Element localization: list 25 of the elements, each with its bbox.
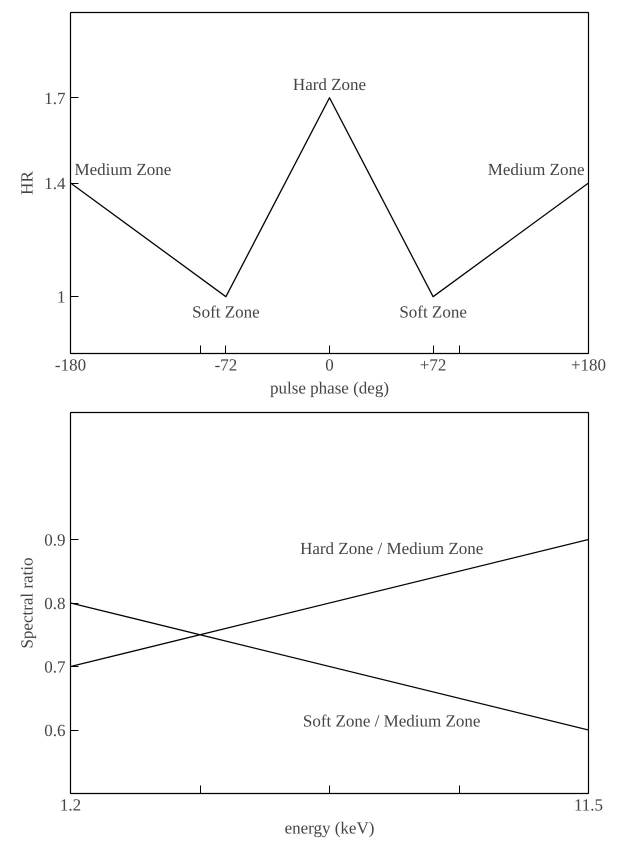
y-axis-title: Spectral ratio <box>17 557 36 649</box>
annotation: Soft Zone <box>399 302 467 322</box>
annotation: Hard Zone <box>292 74 366 94</box>
x-tick-label: -72 <box>214 356 238 374</box>
x-tick-label: 1.2 <box>60 796 82 814</box>
y-axis-title: HR <box>17 170 36 195</box>
y-tick-label: 1 <box>57 288 66 307</box>
y-tick-label: 0.6 <box>44 721 66 740</box>
x-tick-label: +72 <box>420 356 446 374</box>
x-axis-title: pulse phase (deg) <box>270 378 389 398</box>
series-label: Hard Zone / Medium Zone <box>300 538 484 558</box>
x-tick-label: 0 <box>325 356 334 374</box>
x-tick-label: -180 <box>54 356 86 374</box>
x-tick-label: +180 <box>570 356 606 374</box>
y-tick-label: 0.8 <box>44 594 66 613</box>
annotation: Medium Zone <box>74 160 172 179</box>
series-label: Soft Zone / Medium Zone <box>302 712 480 731</box>
y-tick-label: 0.9 <box>44 530 66 550</box>
y-tick-label: 0.7 <box>44 658 66 676</box>
y-tick-label: 1.4 <box>44 174 66 193</box>
y-tick-label: 1.7 <box>44 88 66 108</box>
annotation: Medium Zone <box>488 160 585 179</box>
x-tick-label: 11.5 <box>574 796 604 814</box>
x-axis-title: energy (keV) <box>284 818 374 838</box>
annotation: Soft Zone <box>192 302 260 322</box>
